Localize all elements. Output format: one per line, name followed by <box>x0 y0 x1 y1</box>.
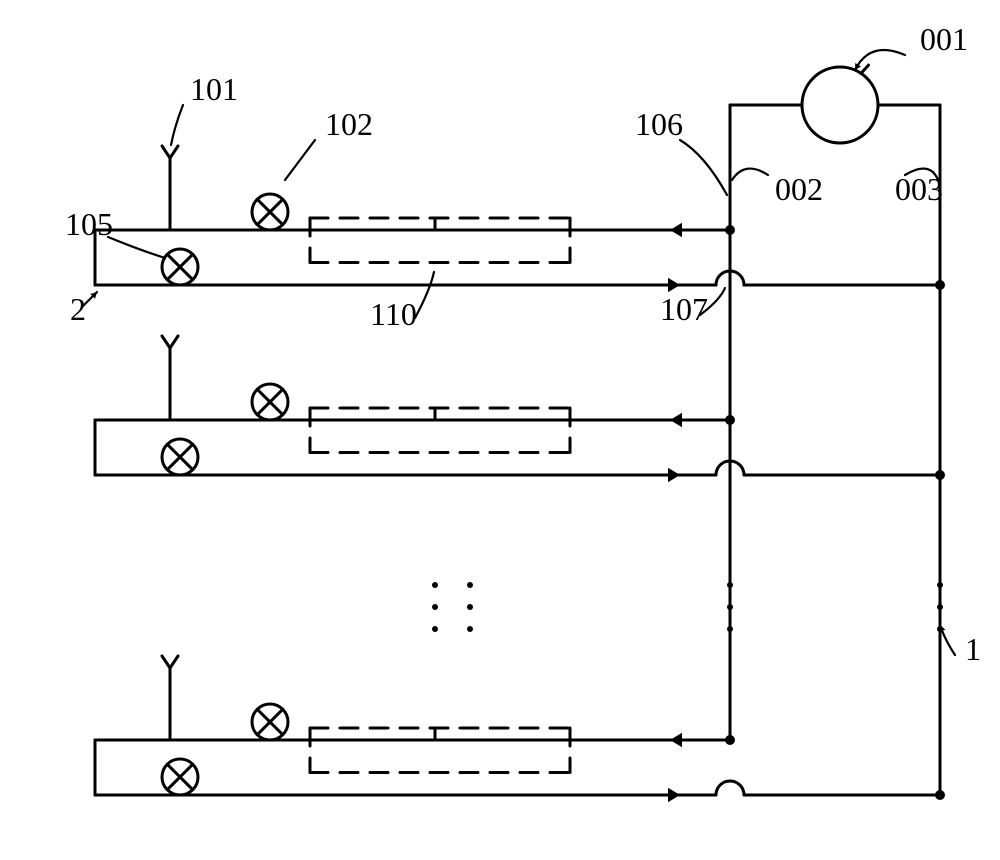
label-001: 001 <box>920 21 968 57</box>
label-002: 002 <box>775 171 823 207</box>
label-110: 110 <box>370 296 417 332</box>
leader-l105 <box>108 237 165 258</box>
label-106: 106 <box>635 106 683 142</box>
label-101: 101 <box>190 71 238 107</box>
leader-l110 <box>415 272 434 318</box>
leader-l102 <box>285 140 315 180</box>
label-105: 105 <box>65 206 113 242</box>
label-107: 107 <box>660 291 708 327</box>
label-2: 2 <box>70 291 86 327</box>
leader-l101 <box>171 105 183 145</box>
leader-l002 <box>732 169 768 180</box>
leader-l001 <box>855 50 905 70</box>
leader-l106 <box>680 140 727 195</box>
label-1: 1 <box>965 631 981 667</box>
label-102: 102 <box>325 106 373 142</box>
